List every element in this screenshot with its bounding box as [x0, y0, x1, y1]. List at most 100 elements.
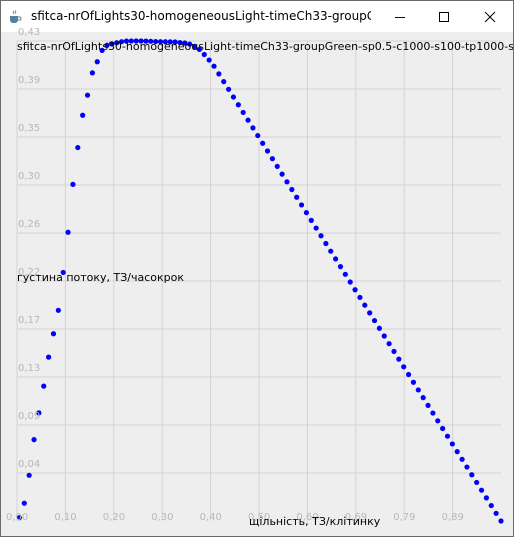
data-point — [128, 38, 134, 44]
data-point — [478, 487, 485, 493]
data-point — [31, 437, 37, 443]
data-point — [104, 42, 110, 48]
data-point — [367, 310, 373, 316]
data-point — [240, 109, 246, 116]
data-point — [60, 269, 66, 276]
window-title: sfitca-nrOfLights30-homogeneousLight-tim… — [31, 9, 371, 23]
data-point — [114, 40, 120, 46]
data-point — [454, 449, 460, 455]
data-point — [483, 495, 490, 501]
maximize-icon — [439, 11, 449, 22]
data-point — [284, 179, 290, 185]
data-point — [46, 354, 52, 360]
data-point — [157, 39, 164, 45]
data-point — [187, 41, 193, 47]
y-tick-label: 0,09 — [18, 411, 41, 423]
data-point — [221, 79, 227, 85]
data-point — [386, 341, 392, 347]
data-point — [148, 38, 154, 44]
y-tick-label: 0,30 — [18, 171, 41, 183]
data-point — [182, 40, 188, 46]
data-point — [55, 307, 61, 313]
java-cup-icon — [10, 10, 22, 23]
data-point — [323, 240, 329, 247]
data-point — [118, 39, 125, 45]
data-point — [493, 510, 499, 516]
maximize-button[interactable] — [421, 1, 467, 32]
data-point — [94, 59, 100, 65]
x-tick-label: 0,60 — [296, 512, 319, 523]
close-icon — [484, 11, 496, 22]
data-point — [474, 479, 480, 486]
title-bar[interactable]: sfitca-nrOfLights30-homogeneousLight-tim… — [1, 1, 513, 32]
data-point — [303, 210, 310, 216]
data-point — [318, 233, 324, 239]
y-tick-label: 0,43 — [18, 27, 41, 38]
x-tick-label: 0,50 — [248, 512, 271, 523]
minimize-button[interactable] — [377, 1, 423, 32]
data-point — [440, 425, 446, 432]
data-point — [153, 38, 159, 45]
plot-area: 0,43 0,39 0,35 0,30 0,26 0,22 0,17 0,13 0,09 0,04… — [1, 27, 513, 536]
y-tick-label: 0,22 — [18, 267, 41, 278]
close-button[interactable] — [467, 1, 513, 32]
data-point — [415, 387, 421, 393]
data-point — [16, 515, 23, 521]
data-point — [294, 194, 300, 200]
x-tick-label: 0,79 — [393, 512, 416, 523]
y-tick-label: 0,35 — [18, 122, 41, 134]
data-point — [313, 225, 319, 231]
data-point — [250, 125, 256, 131]
data-point — [488, 502, 494, 509]
data-point — [99, 47, 105, 53]
y-axis-label: густина потоку, ТЗ/часокрок — [17, 271, 185, 284]
data-point — [405, 371, 412, 378]
data-point — [70, 181, 76, 187]
data-point — [410, 379, 417, 385]
data-point — [347, 279, 353, 285]
data-point — [206, 57, 212, 63]
data-point — [357, 294, 363, 301]
y-tick-label: 0,26 — [18, 219, 41, 231]
data-point — [245, 117, 251, 123]
x-tick-label: 0,20 — [102, 512, 126, 523]
data-point — [133, 38, 139, 44]
data-point — [274, 163, 280, 170]
data-point — [123, 38, 130, 44]
scatter-chart — [16, 38, 504, 524]
x-tick-label: 0,89 — [441, 512, 464, 523]
data-point — [255, 132, 261, 139]
data-point — [260, 140, 266, 146]
data-point — [196, 46, 203, 52]
x-tick-label: 0,40 — [199, 512, 222, 523]
data-point — [167, 39, 173, 45]
data-point — [401, 364, 407, 370]
x-tick-label: 0,00 — [6, 512, 29, 523]
data-point — [425, 402, 431, 408]
data-point — [328, 248, 334, 254]
data-point — [41, 383, 47, 389]
data-point — [279, 171, 285, 177]
data-point — [264, 148, 271, 154]
data-point — [308, 217, 314, 223]
data-point — [430, 410, 436, 416]
data-point — [376, 325, 382, 331]
data-point — [459, 456, 465, 462]
y-tick-label: 0,39 — [18, 75, 41, 87]
data-point — [84, 92, 91, 98]
data-point — [143, 38, 149, 44]
data-point — [65, 229, 71, 235]
data-point — [216, 71, 222, 77]
data-point — [26, 472, 32, 478]
data-point — [89, 70, 95, 76]
data-point — [337, 264, 344, 270]
data-point — [333, 256, 339, 262]
data-point — [464, 464, 470, 470]
data-point — [469, 472, 475, 478]
data-point — [420, 395, 426, 401]
data-point — [109, 41, 115, 47]
data-point — [289, 186, 295, 193]
data-point — [371, 317, 378, 324]
data-point — [269, 156, 275, 162]
data-point — [235, 102, 241, 108]
